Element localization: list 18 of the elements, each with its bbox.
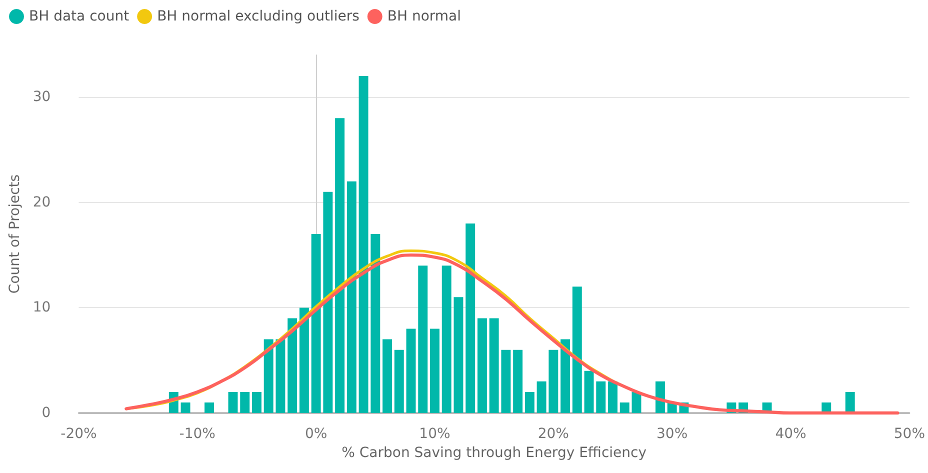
legend-label: BH data count (29, 8, 130, 24)
x-tick-label: -10% (179, 426, 216, 442)
legend-label: BH normal (387, 8, 462, 24)
x-tick-label: 30% (656, 426, 688, 442)
y-tick-label: 10 (32, 300, 51, 316)
legend-label: BH normal excluding outliers (157, 8, 360, 24)
line-series (124, 253, 900, 415)
y-tick-label: 0 (42, 405, 51, 421)
x-tick-label: 50% (894, 426, 926, 442)
y-tick-label: 20 (32, 194, 51, 210)
x-tick-label: -20% (60, 426, 97, 442)
y-axis-title: Count of Projects (7, 174, 23, 294)
x-tick-label: 40% (775, 426, 806, 442)
x-axis-title: % Carbon Saving through Energy Efficiency (342, 444, 647, 461)
x-tick-label: 10% (419, 426, 450, 442)
x-tick-label: 0% (304, 426, 328, 442)
y-tick-label: 30 (32, 89, 51, 106)
x-tick-label: 20% (538, 426, 569, 442)
